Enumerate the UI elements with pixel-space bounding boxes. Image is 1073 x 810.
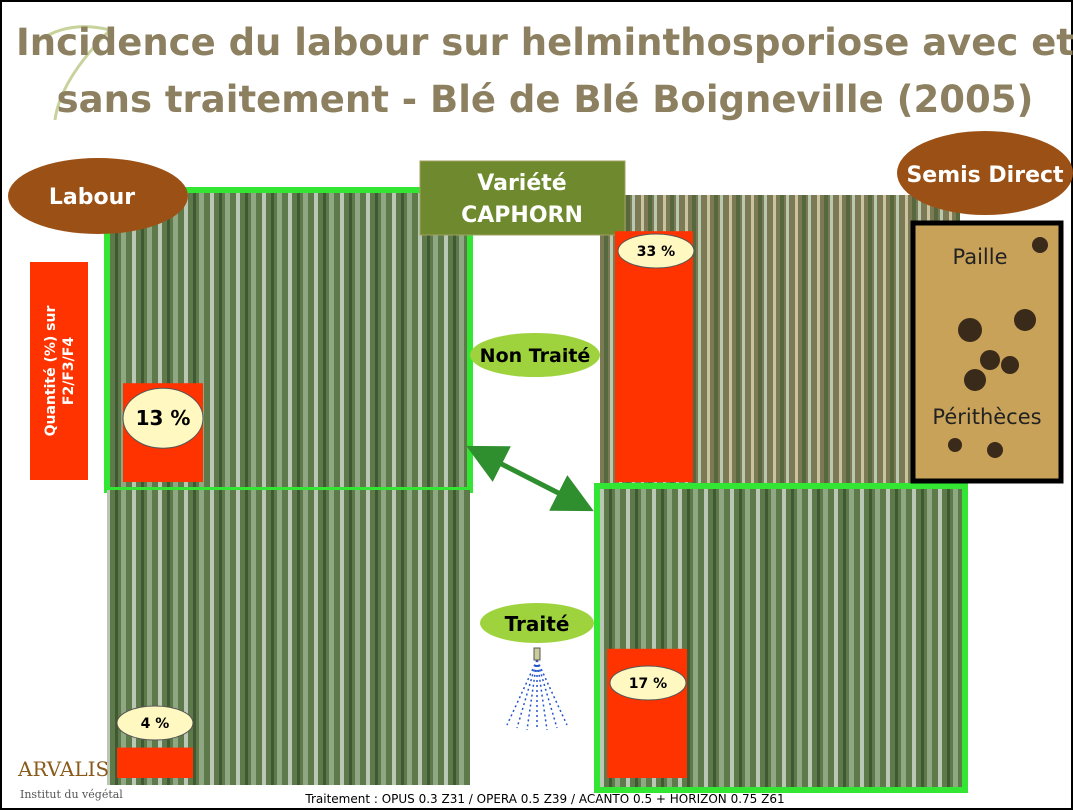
non-traite-label: Non Traité (480, 345, 591, 367)
value-label: 33 % (637, 244, 675, 260)
quantite-label: F2/F3/F4 (61, 337, 77, 405)
title-line: sans traitement - Blé de Blé Boigneville… (57, 78, 1034, 121)
value-label: 17 % (629, 676, 667, 692)
quantite-box (30, 262, 88, 480)
value-label: 4 % (141, 716, 170, 732)
slide: Incidence du labour sur helminthosporios… (0, 0, 1073, 810)
quantite-label: Quantité (%) sur (43, 306, 59, 437)
labour-label: Labour (49, 185, 135, 210)
paille-label: Paille (952, 245, 1007, 269)
logo-name: ARVALIS (17, 757, 109, 781)
traite-label: Traité (505, 612, 570, 636)
bar (615, 231, 693, 482)
value-label: 13 % (136, 406, 191, 430)
peritheces-label: Périthèces (932, 405, 1041, 429)
logo-subtitle: Institut du végétal (20, 788, 123, 801)
nozzle (534, 648, 540, 660)
photo-labour-t (107, 490, 470, 785)
variete-label: Variété (477, 171, 566, 196)
semis-label: Semis Direct (906, 163, 1064, 188)
bar (117, 748, 193, 778)
variete-label: CAPHORN (461, 203, 583, 228)
footer: Traitement : OPUS 0.3 Z31 / OPERA 0.5 Z3… (304, 792, 784, 806)
title-line: Incidence du labour sur helminthosporios… (16, 21, 1073, 64)
